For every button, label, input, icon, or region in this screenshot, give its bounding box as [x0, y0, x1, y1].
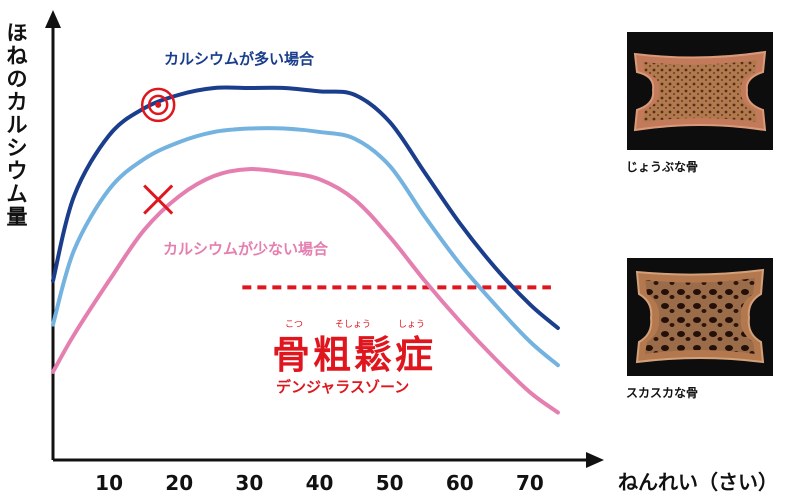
- series-line-normal: [51, 126, 560, 368]
- osteoporosis-title: 骨粗鬆症: [272, 333, 436, 377]
- ruby-kotsu: こつ: [285, 320, 303, 330]
- series-lines: [51, 85, 560, 415]
- x-axis-arrow: [586, 452, 604, 468]
- x-tick-label: 50: [376, 471, 404, 495]
- good-marker-double-circle: [140, 87, 176, 123]
- x-tick-label: 10: [95, 471, 123, 495]
- weak-bone-caption: スカスカな骨: [626, 386, 699, 400]
- markers: [140, 87, 176, 215]
- series-line-low: [51, 167, 560, 415]
- x-tick-labels: 10 20 30 40 50 60 70: [95, 471, 544, 495]
- danger-zone-label: デンジャラスゾーン: [276, 378, 409, 396]
- x-tick-label: 70: [516, 471, 544, 495]
- series-line-high: [51, 85, 560, 330]
- low-calcium-label: カルシウムが少ない場合: [163, 240, 329, 258]
- x-tick-label: 40: [306, 471, 334, 495]
- y-axis-arrow: [45, 10, 61, 28]
- high-calcium-label: カルシウムが多い場合: [164, 50, 315, 68]
- x-tick-label: 60: [446, 471, 474, 495]
- x-tick-label: 30: [235, 471, 263, 495]
- y-axis-label: ほねのカルシウム量: [6, 21, 28, 229]
- x-tick-label: 20: [165, 471, 193, 495]
- axes: [45, 10, 604, 468]
- osteoporosis-label: こつ そしょう しょう 骨粗鬆症 デンジャラスゾーン: [272, 319, 436, 396]
- strong-bone-caption: じょうぶな骨: [626, 160, 699, 174]
- x-axis-label: ねんれい（さい）: [618, 470, 778, 494]
- ruby-soshou: そしょう: [335, 319, 371, 330]
- strong-bone-image: [627, 32, 773, 150]
- weak-bone-image: [627, 258, 773, 376]
- bad-marker-cross: [143, 184, 174, 215]
- ruby-shou: しょう: [398, 319, 425, 330]
